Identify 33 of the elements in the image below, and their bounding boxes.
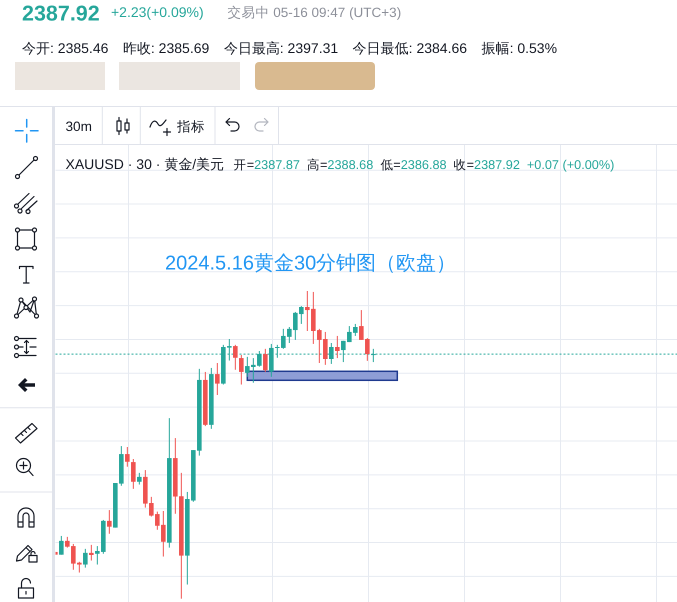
- candlestick: [215, 362, 220, 396]
- text: 昨收: 2385.69: [122, 40, 210, 56]
- candlestick: [263, 348, 268, 372]
- candlestick: [83, 548, 88, 568]
- text: 开=: [234, 158, 254, 172]
- text: 今日最低: 2384.66: [352, 40, 468, 56]
- text: 30m: [66, 119, 92, 134]
- chart-title: 2024.5.16黄金30分钟图（欧盘）: [165, 252, 456, 274]
- text: 今日最高: 2397.31: [224, 40, 338, 56]
- text: 2388.68: [327, 158, 374, 172]
- candlestick: [125, 446, 130, 468]
- candlestick: [59, 535, 64, 556]
- candlestick: [131, 458, 136, 490]
- text: +2.23(+0.09%): [111, 4, 204, 20]
- text: 收=: [454, 158, 474, 172]
- text: 2386.88: [400, 158, 447, 172]
- candlestick: [239, 354, 244, 386]
- candlestick: [335, 335, 340, 359]
- text: 高=: [307, 157, 328, 172]
- text: 2387.92: [474, 158, 520, 172]
- text: 指标: [176, 119, 205, 134]
- candlestick: [137, 472, 142, 486]
- candlestick: [233, 344, 238, 370]
- text: 交易中 05-16 09:47 (UTC+3): [228, 5, 402, 20]
- text: XAUUSD · 30 · 黄金/美元: [66, 156, 224, 172]
- text: 2387.87: [254, 158, 300, 172]
- text: 2387.92: [22, 2, 100, 26]
- text: 低=: [380, 158, 401, 172]
- candlestick: [89, 544, 94, 562]
- text: 振幅: 0.53%: [482, 40, 558, 56]
- candlestick: [107, 510, 112, 534]
- text: +0.07 (+0.00%): [526, 158, 614, 172]
- text: 今开: 2385.46: [22, 40, 109, 56]
